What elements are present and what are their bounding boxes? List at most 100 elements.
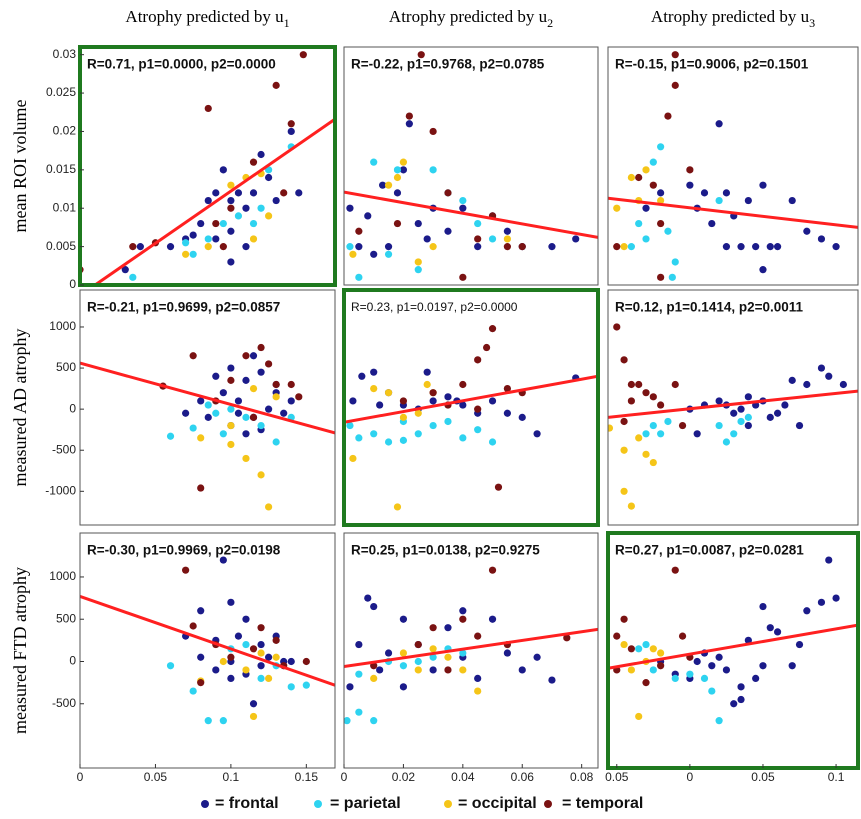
point [414,409,422,417]
title-subscript: 1 [284,16,290,30]
x-tick-label: 0.05 [751,770,775,784]
point [474,219,482,228]
point [613,204,621,212]
point [708,219,716,228]
point [197,219,205,228]
point [657,401,665,409]
point [242,243,250,251]
point [414,266,422,274]
title-subscript: 2 [547,16,553,30]
point [280,409,288,417]
fit-line [344,190,598,239]
point [620,640,628,649]
point [642,640,650,649]
point [212,189,220,197]
point [346,683,354,691]
point [722,438,731,446]
point [189,622,197,630]
legend-label: = parietal [330,795,401,812]
point [242,615,250,623]
title-subscript: 3 [809,16,815,30]
point [399,649,408,657]
y-tick-label: 500 [56,611,76,625]
point [752,674,760,682]
point [649,666,657,674]
point [249,700,258,708]
column-title: Atrophy predicted by u1 [125,7,289,30]
point [212,219,220,228]
point [219,556,227,564]
point [429,389,437,397]
point [272,653,280,661]
column-title: Atrophy predicted by u3 [651,7,815,30]
point [518,413,526,421]
point [817,364,826,372]
point [227,421,235,430]
highlight-frame [342,288,600,527]
y-tick-label: -1000 [45,483,76,497]
highlight-frame [78,45,337,287]
point [227,653,235,661]
point [715,421,723,430]
point [548,676,556,684]
x-tick-label: 0.08 [570,770,594,784]
panel [80,51,335,285]
point [766,413,774,421]
y-tick-label: 1000 [49,569,76,583]
point [444,189,452,197]
point [189,687,197,695]
point [649,158,657,166]
point [488,325,497,333]
point [265,173,273,182]
point [234,212,243,220]
point [242,352,250,360]
title-text: Atrophy predicted by u [651,7,810,26]
point [503,227,511,235]
y-tick-label: 0 [69,277,76,291]
x-tick-label: 0.05 [605,770,629,784]
point [708,662,716,670]
point [715,120,723,128]
point [405,112,413,120]
point [781,401,789,409]
y-tick-label: 1000 [49,319,76,333]
point [287,380,295,389]
point [370,430,378,438]
fit-line [344,374,598,424]
panel [344,566,598,725]
point [482,343,491,352]
panel-frame [79,532,336,769]
point [265,405,273,413]
point [671,81,679,89]
panel-frame [343,46,599,286]
point [429,421,437,430]
point [657,196,665,205]
point [459,434,467,442]
point [700,674,709,682]
legend-label: = occipital [458,795,537,812]
point [423,380,431,389]
point [444,417,452,426]
point [737,695,745,704]
fit-line [80,361,335,435]
x-tick-label: 0 [687,770,694,784]
y-tick-label: 0.015 [46,162,76,176]
point [257,204,265,212]
point [635,645,643,653]
fit-line [94,117,335,285]
point [657,219,665,228]
point [399,158,408,166]
point [678,632,687,640]
point [642,450,650,458]
point [657,143,665,151]
point [249,352,258,360]
point [518,666,526,674]
point [657,189,665,197]
point [204,104,212,113]
point [627,397,635,405]
point [249,712,258,721]
point [349,397,357,405]
point [635,712,643,721]
point [642,204,650,212]
point [817,235,826,243]
